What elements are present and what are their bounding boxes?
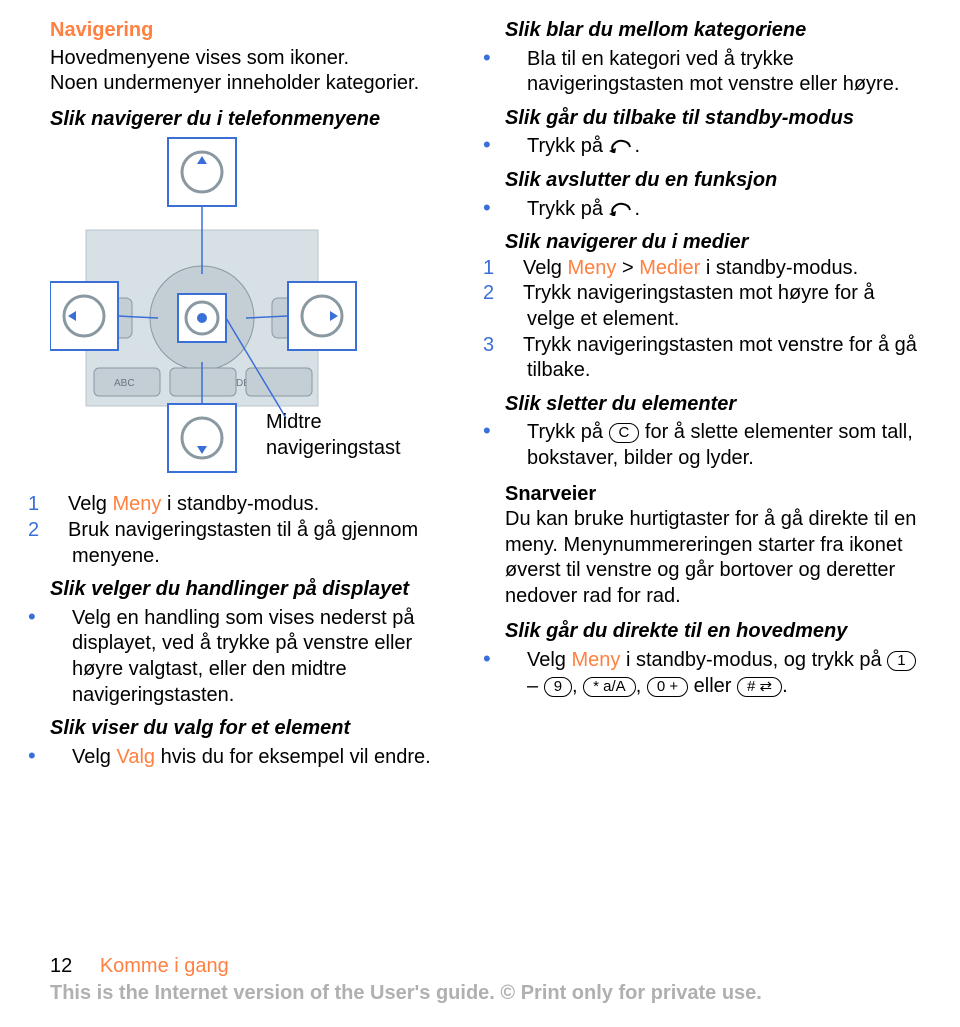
key-0-icon: 0 + [647, 677, 688, 697]
subheading-navigate-media: Slik navigerer du i medier [505, 230, 920, 256]
subheading-back-standby: Slik går du tilbake til standby-modus [505, 106, 920, 132]
list-item: Velg en handling som vises nederst på di… [50, 603, 465, 708]
key-1-icon: 1 [887, 651, 915, 671]
list-item: Bla til en kategori ved å trykke naviger… [505, 44, 920, 98]
subheading-browse-categories: Slik blar du mellom kategoriene [505, 18, 920, 44]
subheading-show-options: Slik viser du valg for et element [50, 716, 465, 742]
page-footer: 12 Komme i gang This is the Internet ver… [50, 954, 762, 1007]
subheading-select-actions: Slik velger du handlinger på displayet [50, 577, 465, 603]
bullets-delete: Trykk på C for å slette elementer som ta… [505, 417, 920, 471]
subheading-end-function: Slik avslutter du en funksjon [505, 168, 920, 194]
back-key-icon [609, 137, 635, 153]
list-item: Trykk på . [505, 194, 920, 223]
section-name: Komme i gang [100, 955, 229, 977]
bullets-show-options: Velg Valg hvis du for eksempel vil endre… [50, 742, 465, 771]
svg-text:ABC: ABC [114, 378, 135, 389]
key-hash-icon: # ⇄ [737, 677, 782, 697]
back-key-icon [609, 200, 635, 216]
diagram-label: Midtre navigeringstast [266, 410, 401, 461]
steps-navigate: 1Velg Meny i standby-modus. 2Bruk navige… [50, 492, 465, 569]
subheading-navigate-menus: Slik navigerer du i telefonmenyene [50, 107, 465, 133]
c-key-icon: C [609, 423, 640, 443]
key-9-icon: 9 [544, 677, 572, 697]
list-item: 3Trykk navigeringstasten mot venstre for… [505, 333, 920, 384]
bullets-select-actions: Velg en handling som vises nederst på di… [50, 603, 465, 708]
subheading-direct-menu: Slik går du direkte til en hovedmeny [505, 619, 920, 645]
shortcuts-heading: Snarveier [505, 482, 920, 508]
shortcuts-text: Du kan bruke hurtigtaster for å gå direk… [505, 507, 920, 609]
key-star-icon: * a/A [583, 677, 636, 697]
navigation-key-diagram: ABC DEF [50, 132, 465, 482]
steps-navigate-media: 1Velg Meny > Medier i standby-modus. 2Tr… [505, 256, 920, 384]
bullets-direct-menu: Velg Meny i standby-modus, og trykk på 1… [505, 645, 920, 699]
list-item: 2Bruk navigeringstasten til å gå gjennom… [50, 518, 465, 569]
list-item: Velg Valg hvis du for eksempel vil endre… [50, 742, 465, 771]
list-item: Trykk på C for å slette elementer som ta… [505, 417, 920, 471]
bullets-end-function: Trykk på . [505, 194, 920, 223]
bullets-browse: Bla til en kategori ved å trykke naviger… [505, 44, 920, 98]
bullets-back-standby: Trykk på . [505, 131, 920, 160]
list-item: Trykk på . [505, 131, 920, 160]
page-title: Navigering [50, 18, 465, 44]
subheading-delete: Slik sletter du elementer [505, 392, 920, 418]
footer-note: This is the Internet version of the User… [50, 981, 762, 1007]
list-item: 2Trykk navigeringstasten mot høyre for å… [505, 281, 920, 332]
page-number: 12 [50, 955, 72, 977]
list-item: 1Velg Meny i standby-modus. [50, 492, 465, 518]
intro-text: Hovedmenyene vises som ikoner. Noen unde… [50, 46, 465, 97]
list-item: Velg Meny i standby-modus, og trykk på 1… [505, 645, 920, 699]
list-item: 1Velg Meny > Medier i standby-modus. [505, 256, 920, 282]
